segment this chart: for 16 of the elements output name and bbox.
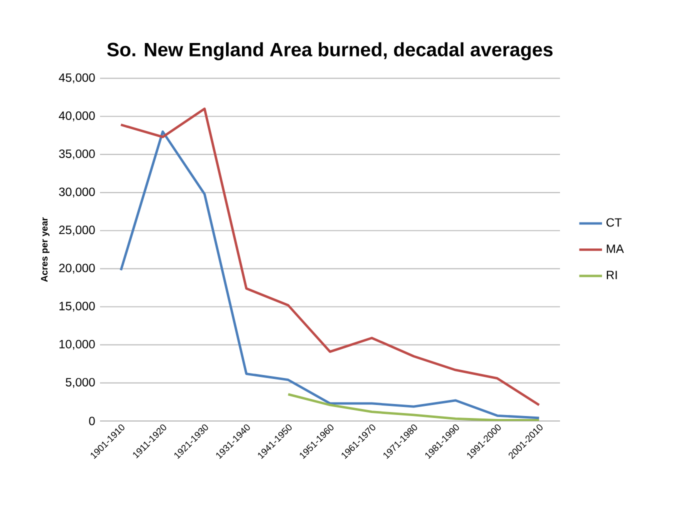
y-tick-label: 5,000 <box>66 378 95 388</box>
y-axis-title: Acres per year <box>41 217 50 282</box>
y-tick-label: 25,000 <box>59 226 95 236</box>
y-tick-label: 20,000 <box>59 264 95 274</box>
y-tick-label: 0 <box>89 416 95 426</box>
y-tick-label: 10,000 <box>60 340 95 350</box>
legend-label: RI <box>606 270 617 280</box>
line-series <box>286 393 540 421</box>
y-tick-label: 45,000 <box>58 73 95 84</box>
legend-label: MA <box>606 244 624 253</box>
y-tick-label: 35,000 <box>59 150 95 160</box>
y-tick-label: 15,000 <box>60 302 95 312</box>
y-tick-label: 40,000 <box>58 111 95 122</box>
chart-title: So. New England Area burned, decadal averages <box>107 42 553 60</box>
y-tick-label: 30,000 <box>59 188 95 198</box>
legend-label: CT <box>606 218 622 227</box>
